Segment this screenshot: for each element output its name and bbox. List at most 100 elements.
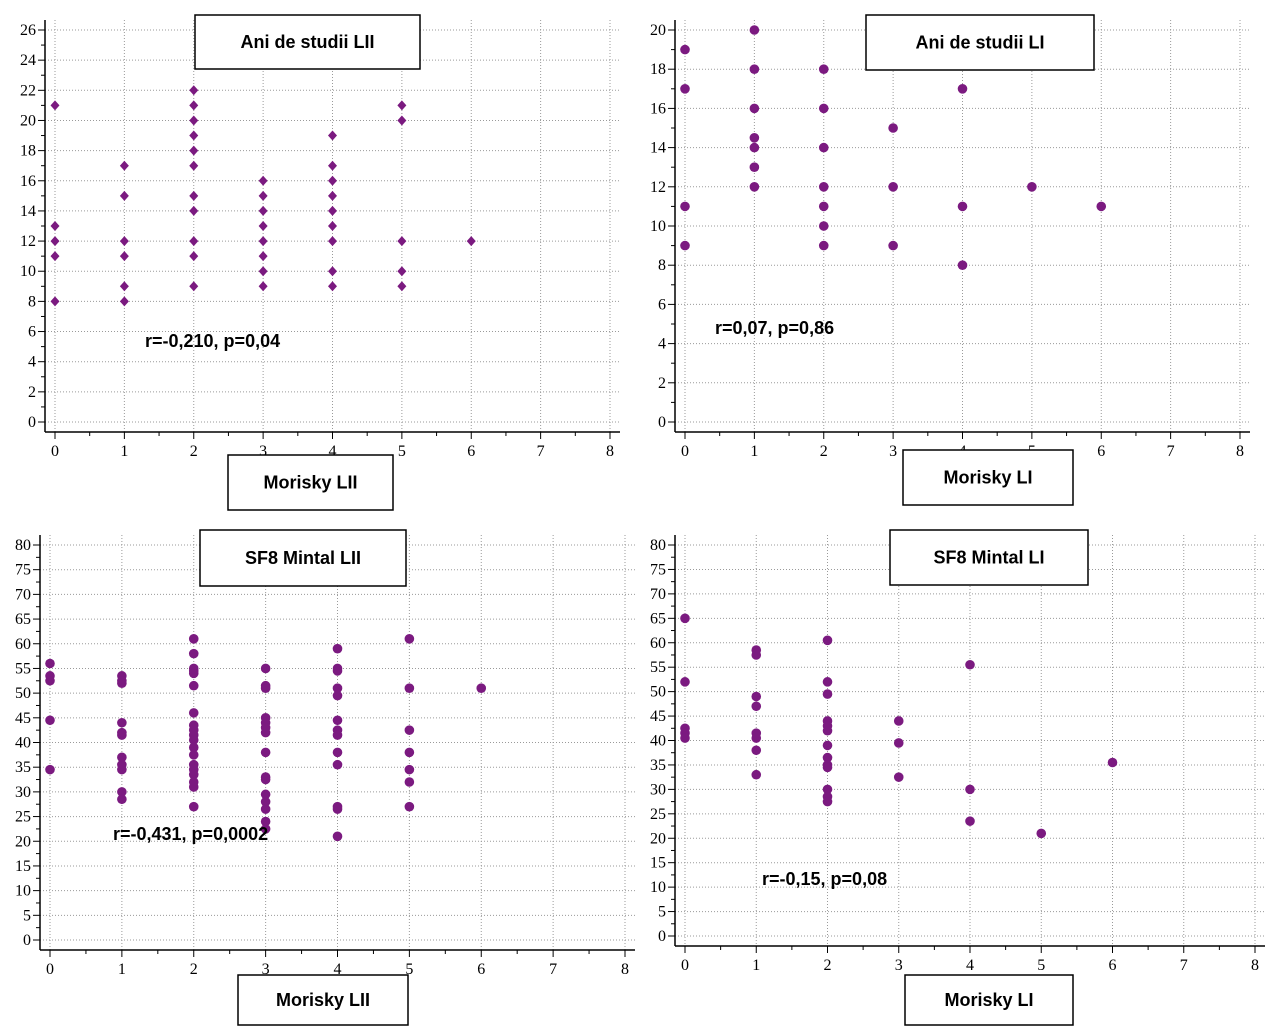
x-tick-label: 3 bbox=[262, 961, 270, 978]
data-point bbox=[404, 634, 415, 644]
data-point bbox=[258, 175, 268, 186]
data-point bbox=[328, 175, 337, 186]
y-tick-label: 6 bbox=[28, 324, 36, 341]
y-tick-label: 4 bbox=[658, 336, 666, 353]
x-tick-label: 3 bbox=[889, 443, 897, 460]
x-tick-label: 7 bbox=[1180, 957, 1188, 974]
x-axis-label-box bbox=[237, 974, 409, 1026]
data-point bbox=[680, 84, 690, 94]
x-axis-label: Morisky LI bbox=[944, 990, 1033, 1010]
data-point bbox=[189, 281, 199, 292]
data-point bbox=[117, 794, 127, 805]
y-tick-label: 70 bbox=[650, 586, 666, 603]
x-tick-label: 6 bbox=[467, 443, 475, 460]
x-tick-label: 4 bbox=[329, 443, 337, 460]
data-point bbox=[818, 64, 829, 74]
x-tick-label: 2 bbox=[820, 443, 828, 460]
chart-title-box bbox=[889, 529, 1089, 586]
y-tick-label: 18 bbox=[650, 61, 666, 78]
data-point bbox=[1036, 828, 1047, 839]
y-tick-label: 45 bbox=[650, 708, 666, 725]
x-tick-label: 7 bbox=[537, 443, 545, 460]
data-point bbox=[258, 190, 268, 201]
data-point bbox=[119, 236, 129, 247]
data-point bbox=[50, 236, 60, 247]
y-tick-label: 75 bbox=[650, 561, 666, 578]
data-point bbox=[957, 201, 968, 212]
data-point bbox=[260, 824, 271, 834]
y-tick-label: 18 bbox=[20, 143, 36, 160]
y-tick-label: 50 bbox=[650, 684, 666, 701]
y-tick-label: 20 bbox=[15, 833, 31, 850]
data-point bbox=[822, 762, 833, 773]
y-tick-label: 6 bbox=[658, 296, 666, 313]
data-point bbox=[50, 251, 60, 262]
data-point bbox=[888, 182, 898, 192]
x-tick-label: 7 bbox=[1167, 443, 1175, 460]
data-point bbox=[119, 251, 129, 262]
y-tick-label: 10 bbox=[20, 263, 36, 280]
data-point bbox=[332, 643, 343, 654]
data-point bbox=[466, 236, 476, 247]
y-tick-label: 26 bbox=[20, 22, 36, 39]
data-point bbox=[188, 782, 199, 792]
y-tick-label: 22 bbox=[20, 82, 36, 99]
data-point bbox=[822, 635, 833, 646]
y-tick-label: 4 bbox=[28, 354, 36, 371]
data-point bbox=[188, 680, 199, 691]
x-tick-label: 2 bbox=[190, 443, 198, 460]
data-point bbox=[328, 160, 337, 171]
data-point bbox=[189, 251, 199, 262]
correlation-annotation: r=-0,15, p=0,08 bbox=[762, 869, 887, 889]
data-point bbox=[189, 130, 199, 141]
data-point bbox=[751, 745, 762, 756]
x-tick-label: 7 bbox=[549, 961, 557, 978]
data-point bbox=[188, 648, 199, 659]
y-tick-label: 20 bbox=[650, 830, 666, 847]
data-point bbox=[260, 774, 271, 785]
data-point bbox=[260, 683, 271, 693]
data-point bbox=[328, 221, 337, 231]
data-point bbox=[680, 201, 690, 212]
y-tick-label: 75 bbox=[15, 562, 31, 579]
data-point bbox=[751, 650, 762, 660]
y-tick-label: 80 bbox=[15, 537, 31, 554]
x-tick-label: 5 bbox=[398, 443, 406, 460]
x-tick-label: 1 bbox=[118, 961, 126, 978]
x-tick-label: 4 bbox=[966, 957, 974, 974]
y-tick-label: 0 bbox=[28, 414, 36, 431]
data-point bbox=[965, 784, 975, 795]
x-tick-label: 4 bbox=[334, 961, 342, 978]
x-tick-label: 6 bbox=[477, 961, 485, 978]
data-point bbox=[397, 266, 407, 277]
data-point bbox=[188, 735, 199, 745]
data-point bbox=[117, 787, 127, 797]
y-tick-label: 35 bbox=[650, 757, 666, 774]
scatter-panel-2: 01234567802468101214161820r=0,07, p=0,86… bbox=[650, 14, 1250, 506]
data-point bbox=[893, 772, 904, 782]
y-tick-label: 55 bbox=[15, 660, 31, 677]
x-tick-label: 0 bbox=[46, 961, 54, 978]
data-point bbox=[749, 103, 760, 114]
data-point bbox=[189, 115, 199, 126]
data-point bbox=[50, 221, 60, 231]
x-tick-label: 0 bbox=[681, 957, 689, 974]
data-point bbox=[189, 160, 199, 171]
data-point bbox=[749, 25, 760, 35]
y-tick-label: 80 bbox=[650, 537, 666, 554]
y-tick-label: 25 bbox=[650, 806, 666, 823]
data-point bbox=[328, 190, 337, 201]
data-point bbox=[749, 162, 760, 172]
y-tick-label: 40 bbox=[15, 735, 31, 752]
data-point bbox=[189, 205, 199, 216]
data-point bbox=[818, 221, 829, 231]
data-point bbox=[119, 281, 129, 292]
data-point bbox=[1027, 182, 1037, 192]
y-tick-label: 50 bbox=[15, 685, 31, 702]
data-point bbox=[822, 740, 833, 751]
x-tick-label: 8 bbox=[1236, 443, 1244, 460]
data-point bbox=[188, 668, 199, 679]
data-point bbox=[404, 683, 415, 693]
data-point bbox=[680, 733, 690, 743]
data-point bbox=[260, 789, 271, 800]
